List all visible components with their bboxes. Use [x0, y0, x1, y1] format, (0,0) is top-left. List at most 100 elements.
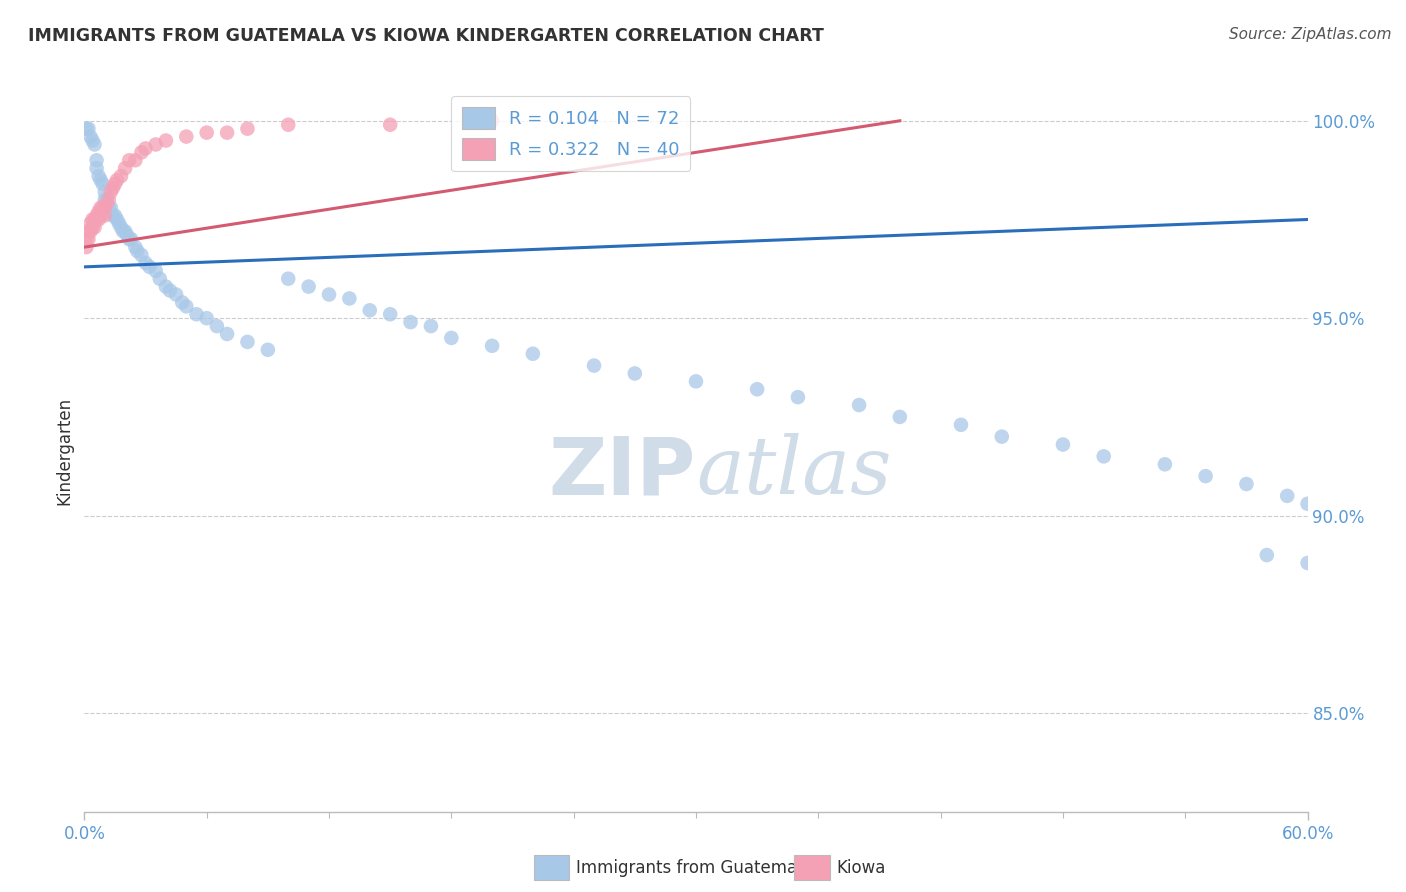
Y-axis label: Kindergarten: Kindergarten: [55, 396, 73, 505]
Point: [172, 295, 194, 310]
Point: [127, 244, 149, 258]
Point: [481, 113, 503, 128]
Point: [236, 121, 259, 136]
Point: [131, 248, 153, 262]
Point: [149, 271, 172, 285]
Point: [114, 161, 136, 176]
Point: [101, 181, 124, 195]
Point: [100, 201, 122, 215]
Point: [135, 256, 157, 270]
Point: [120, 232, 142, 246]
Point: [93, 209, 115, 223]
Point: [96, 193, 118, 207]
Point: [277, 118, 299, 132]
Point: [1236, 477, 1258, 491]
Point: [747, 382, 769, 396]
Point: [624, 367, 647, 381]
Point: [950, 417, 973, 432]
Point: [174, 299, 197, 313]
Point: [195, 311, 218, 326]
Point: [77, 232, 100, 246]
Point: [1277, 489, 1299, 503]
Point: [298, 279, 321, 293]
Point: [124, 153, 146, 168]
Point: [93, 201, 115, 215]
Point: [155, 279, 177, 293]
Point: [195, 126, 218, 140]
Point: [87, 169, 110, 183]
Point: [110, 220, 132, 235]
Point: [101, 209, 124, 223]
Point: [87, 204, 110, 219]
Text: ZIP: ZIP: [548, 434, 696, 511]
Point: [86, 153, 108, 168]
Point: [991, 430, 1014, 444]
Point: [83, 137, 105, 152]
Legend: R = 0.104   N = 72, R = 0.322   N = 40: R = 0.104 N = 72, R = 0.322 N = 40: [451, 96, 690, 171]
Point: [217, 126, 239, 140]
Point: [1296, 556, 1319, 570]
Point: [159, 284, 181, 298]
Point: [481, 339, 503, 353]
Text: IMMIGRANTS FROM GUATEMALA VS KIOWA KINDERGARTEN CORRELATION CHART: IMMIGRANTS FROM GUATEMALA VS KIOWA KINDE…: [28, 27, 824, 45]
Point: [420, 319, 443, 334]
Point: [186, 307, 208, 321]
Point: [1052, 437, 1074, 451]
Point: [205, 319, 228, 334]
Point: [440, 331, 463, 345]
Point: [77, 121, 100, 136]
Point: [90, 173, 112, 187]
Point: [108, 216, 131, 230]
Point: [145, 264, 167, 278]
Point: [105, 212, 128, 227]
Point: [91, 201, 114, 215]
Point: [889, 409, 911, 424]
Point: [105, 173, 128, 187]
Point: [90, 209, 112, 223]
Point: [277, 271, 299, 285]
Point: [75, 240, 97, 254]
Point: [145, 137, 167, 152]
Point: [97, 201, 120, 215]
Point: [82, 134, 104, 148]
Point: [1154, 457, 1177, 471]
Point: [91, 177, 114, 191]
Point: [86, 212, 108, 227]
Point: [318, 287, 340, 301]
Point: [110, 169, 132, 183]
Point: [97, 193, 120, 207]
Point: [138, 260, 160, 274]
Point: [75, 232, 97, 246]
Point: [236, 334, 259, 349]
Point: [155, 134, 177, 148]
Point: [83, 220, 105, 235]
Point: [96, 196, 118, 211]
Point: [93, 193, 115, 207]
Point: [86, 161, 108, 176]
Point: [79, 216, 101, 230]
Point: [79, 224, 101, 238]
Text: Immigrants from Guatemala: Immigrants from Guatemala: [576, 859, 813, 877]
Point: [1256, 548, 1278, 562]
Point: [104, 177, 127, 191]
Point: [104, 209, 127, 223]
Point: [380, 118, 402, 132]
Point: [115, 228, 138, 243]
Point: [583, 359, 606, 373]
Point: [1092, 450, 1115, 464]
Point: [86, 209, 108, 223]
Point: [100, 185, 122, 199]
Point: [112, 224, 135, 238]
Point: [339, 292, 361, 306]
Point: [399, 315, 422, 329]
Point: [114, 224, 136, 238]
Point: [165, 287, 187, 301]
Text: Kiowa: Kiowa: [837, 859, 886, 877]
Point: [90, 201, 112, 215]
Point: [79, 129, 101, 144]
Point: [82, 212, 104, 227]
Point: [75, 121, 97, 136]
Point: [93, 185, 115, 199]
Text: atlas: atlas: [696, 434, 891, 511]
Point: [77, 224, 100, 238]
